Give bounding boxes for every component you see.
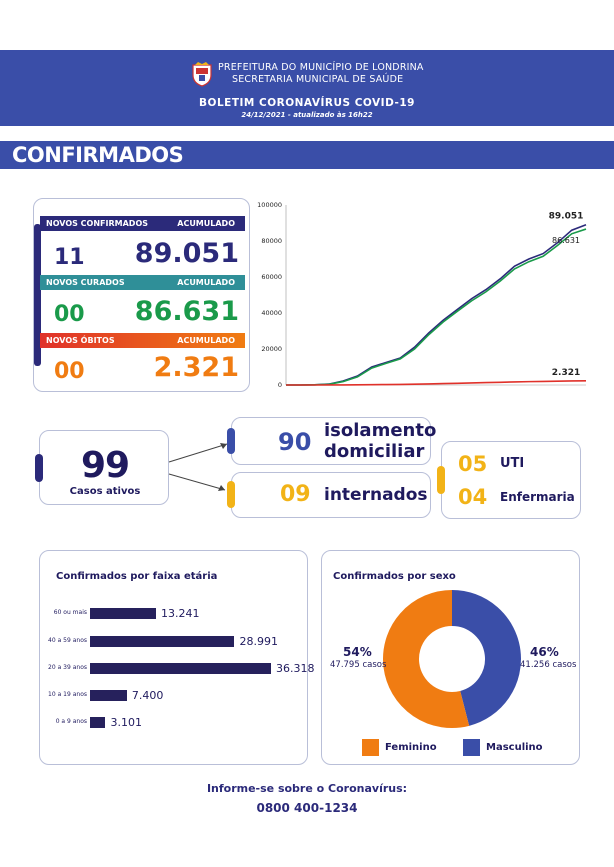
- isolamento-panel: 90 isolamento domiciliar: [231, 417, 436, 465]
- sexo-donut-chart: [383, 590, 521, 728]
- casos-ativos-value: 99: [80, 445, 130, 486]
- bar-value-label: 3.101: [110, 716, 142, 729]
- casos-ativos-label: Casos ativos: [69, 486, 141, 497]
- bar-value-label: 13.241: [160, 607, 200, 620]
- obitos-header: NOVOS ÓBITOS ACUMULADO: [40, 333, 245, 348]
- curados-header: NOVOS CURADOS ACUMULADO: [40, 275, 245, 290]
- feminino-swatch: [362, 739, 379, 756]
- isolamento-label-1: isolamento: [324, 420, 437, 441]
- curados-acc-label: ACUMULADO: [177, 278, 235, 287]
- faixa-etaria-title: Confirmados por faixa etária: [56, 571, 218, 582]
- feminino-pct: 54%: [343, 645, 372, 659]
- bar-row: 10 a 19 anos 7.400: [40, 689, 309, 702]
- cumulative-line-chart: 0 20000 40000 60000 80000 100000 89.051 86.631…: [257, 201, 587, 389]
- enfermaria-value: 04: [458, 485, 488, 509]
- stats-panel: NOVOS CONFIRMADOS ACUMULADO 11 89.051 NO…: [33, 198, 250, 392]
- bar-value-label: 7.400: [131, 689, 164, 702]
- bar: [90, 608, 156, 619]
- footer-info: Informe-se sobre o Coronavírus:: [206, 782, 408, 795]
- header-line-1: PREFEITURA DO MUNICÍPIO DE LONDRINA: [218, 62, 424, 73]
- internados-value: 09: [280, 482, 311, 507]
- header-line-2: SECRETARIA MUNICIPAL DE SAÚDE: [232, 74, 404, 85]
- leitos-accent: [437, 466, 445, 494]
- bulletin-title: BOLETIM CORONAVÍRUS COVID-19: [199, 97, 415, 109]
- confirmados-new: 11: [54, 245, 85, 270]
- bar: [90, 663, 271, 674]
- isolamento-label: isolamento domiciliar: [324, 420, 436, 462]
- isolamento-label-2: domiciliar: [324, 441, 425, 462]
- bar-category-label: 10 a 19 anos: [48, 691, 87, 698]
- bar-category-label: 40 a 59 anos: [48, 637, 87, 644]
- curados-new: 00: [54, 302, 85, 327]
- bar-category-label: 0 a 9 anos: [55, 718, 87, 725]
- y-tick-label: 80000: [261, 237, 282, 245]
- donut-slice-masculino: [451, 590, 521, 726]
- sexo-title: Confirmados por sexo: [333, 571, 456, 582]
- faixa-etaria-panel: Confirmados por faixa etária 60 ou mais 1…: [39, 550, 315, 765]
- series-end-label-2: 2.321: [552, 368, 580, 378]
- internados-accent: [227, 481, 235, 508]
- stats-tab-accent: [34, 224, 41, 366]
- enfermaria-label: Enfermaria: [500, 490, 575, 504]
- sexo-panel: Confirmados por sexo 54% 47.795 casos 46…: [321, 550, 580, 765]
- bar: [90, 636, 235, 647]
- y-tick-label: 60000: [261, 273, 282, 281]
- bar-row: 40 a 59 anos 28.991: [40, 635, 309, 648]
- curados-label: NOVOS CURADOS: [46, 278, 125, 287]
- y-tick-label: 40000: [261, 309, 282, 317]
- series-end-label-0: 89.051: [549, 212, 584, 222]
- header-banner: PREFEITURA DO MUNICÍPIO DE LONDRINA SECR…: [0, 50, 614, 126]
- casos-ativos-panel: 99 Casos ativos: [39, 430, 169, 505]
- flow-arrows: [168, 443, 228, 491]
- bar: [90, 717, 106, 728]
- donut-slice-feminino: [383, 590, 470, 728]
- obitos-total: 2.321: [153, 352, 239, 383]
- curados-total: 86.631: [134, 296, 239, 327]
- internados-panel: 09 internados: [231, 472, 431, 518]
- masculino-pct: 46%: [530, 645, 559, 659]
- bar-row: 20 a 39 anos 36.318: [40, 662, 314, 675]
- uti-label: UTI: [500, 456, 525, 471]
- bar-row: 60 ou mais 13.241: [40, 607, 309, 620]
- feminino-legend-label: Feminino: [385, 742, 437, 753]
- series-line-0: [286, 223, 587, 386]
- bar-value-label: 36.318: [276, 662, 315, 675]
- y-tick-label: 20000: [261, 345, 282, 353]
- confirmados-header: NOVOS CONFIRMADOS ACUMULADO: [40, 216, 245, 231]
- y-tick-label: 0: [278, 381, 282, 389]
- feminino-casos: 47.795 casos: [330, 660, 387, 670]
- bar-value-label: 28.991: [239, 635, 278, 648]
- confirmados-acc-label: ACUMULADO: [177, 219, 235, 228]
- footer-phone[interactable]: 0800 400-1234: [256, 801, 358, 815]
- section-bar: CONFIRMADOS: [0, 141, 614, 169]
- uti-value: 05: [458, 452, 488, 476]
- masculino-legend-label: Masculino: [486, 742, 543, 753]
- obitos-label: NOVOS ÓBITOS: [46, 336, 115, 345]
- leitos-panel: 05 UTI 04 Enfermaria: [441, 441, 581, 519]
- bulletin-date: 24/12/2021 - atualizado às 16h22: [241, 111, 373, 119]
- series-end-label-1: 86.631: [552, 236, 580, 245]
- series-line-1: [286, 228, 587, 386]
- series-line-2: [286, 380, 587, 386]
- ativos-accent: [35, 454, 43, 482]
- masculino-casos: 41.256 casos: [520, 660, 577, 670]
- y-tick-label: 100000: [257, 201, 282, 209]
- section-title: CONFIRMADOS: [12, 143, 184, 167]
- city-crest-icon: [192, 62, 212, 87]
- isolamento-accent: [227, 428, 235, 454]
- masculino-swatch: [463, 739, 480, 756]
- bar-category-label: 60 ou mais: [53, 609, 87, 616]
- bar-category-label: 20 a 39 anos: [48, 664, 87, 671]
- obitos-new: 00: [54, 359, 85, 384]
- internados-label: internados: [324, 485, 428, 505]
- bar: [90, 690, 127, 701]
- obitos-acc-label: ACUMULADO: [177, 336, 235, 345]
- isolamento-value: 90: [278, 428, 312, 456]
- confirmados-total: 89.051: [134, 238, 239, 269]
- bar-row: 0 a 9 anos 3.101: [40, 716, 309, 729]
- confirmados-label: NOVOS CONFIRMADOS: [46, 219, 149, 228]
